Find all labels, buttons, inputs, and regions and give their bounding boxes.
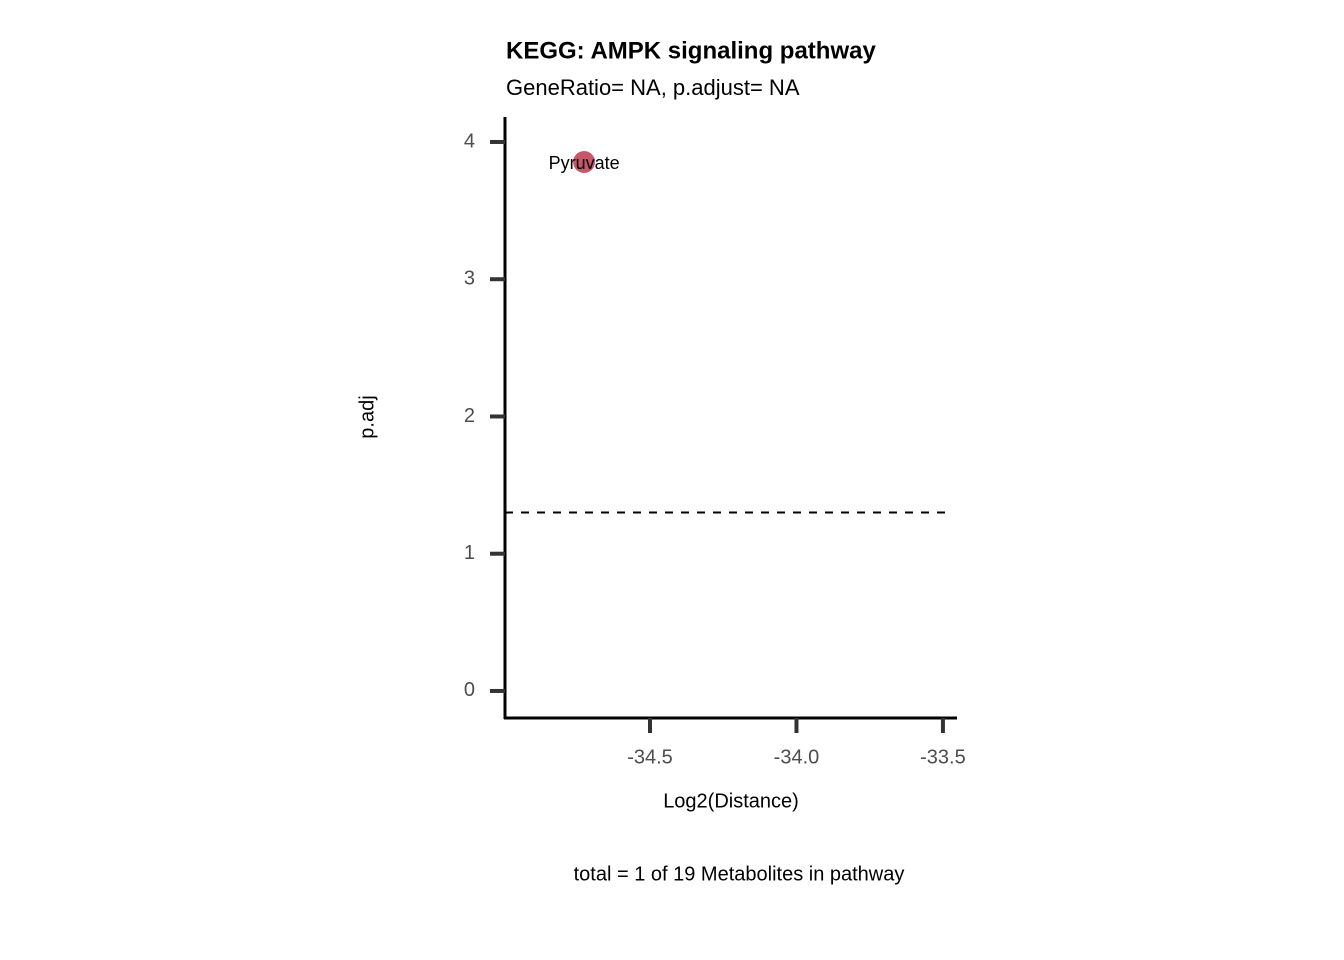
chart-title: KEGG: AMPK signaling pathway [506,37,876,64]
y-tick-label: 0 [464,679,475,701]
y-axis-label: p.adj [356,395,378,438]
y-tick-label: 4 [464,130,475,152]
caption: total = 1 of 19 Metabolites in pathway [574,863,905,885]
x-axis-label: Log2(Distance) [663,790,799,812]
point-label: Pyruvate [549,153,620,173]
y-tick-label: 1 [464,542,475,564]
x-tick-label: -34.0 [774,746,820,768]
point [573,151,596,174]
x-tick-label: -34.5 [627,746,673,768]
chart-subtitle: GeneRatio= NA, p.adjust= NA [506,75,800,100]
x-tick-label: -33.5 [920,746,966,768]
y-tick-label: 3 [464,268,475,290]
y-tick-label: 2 [464,405,475,427]
